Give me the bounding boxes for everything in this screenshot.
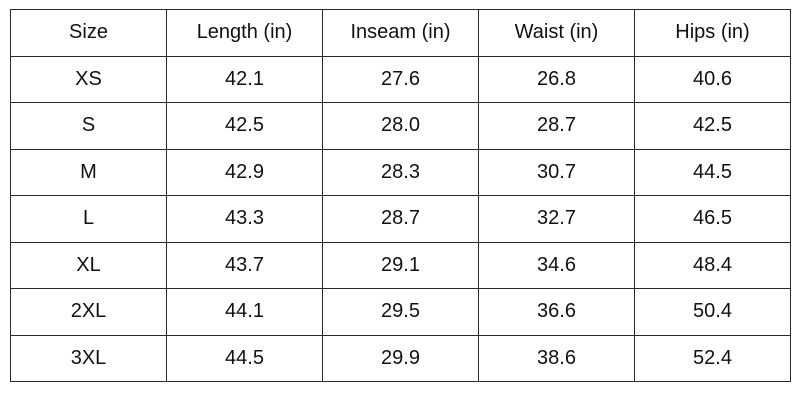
cell-hips: 42.5 [634,102,791,150]
cell-inseam: 28.7 [322,195,479,243]
table-row: 3XL 44.5 29.9 38.6 52.4 [10,334,791,382]
header-size: Size [10,9,167,57]
cell-waist: 34.6 [478,241,635,289]
cell-waist: 38.6 [478,334,635,382]
cell-waist: 26.8 [478,55,635,103]
cell-hips: 44.5 [634,148,791,196]
cell-inseam: 29.5 [322,288,479,336]
table-row: S 42.5 28.0 28.7 42.5 [10,102,791,150]
cell-size: L [10,195,167,243]
table-row: XS 42.1 27.6 26.8 40.6 [10,55,791,103]
cell-length: 42.5 [166,102,323,150]
header-waist: Waist (in) [478,9,635,57]
cell-length: 43.3 [166,195,323,243]
cell-hips: 52.4 [634,334,791,382]
header-length: Length (in) [166,9,323,57]
cell-hips: 46.5 [634,195,791,243]
cell-length: 42.9 [166,148,323,196]
cell-waist: 30.7 [478,148,635,196]
cell-inseam: 29.1 [322,241,479,289]
header-inseam: Inseam (in) [322,9,479,57]
cell-hips: 48.4 [634,241,791,289]
cell-inseam: 28.0 [322,102,479,150]
cell-hips: 40.6 [634,55,791,103]
size-chart-container: Size Length (in) Inseam (in) Waist (in) … [10,9,791,382]
table-row: L 43.3 28.7 32.7 46.5 [10,195,791,243]
cell-inseam: 27.6 [322,55,479,103]
header-hips: Hips (in) [634,9,791,57]
cell-waist: 36.6 [478,288,635,336]
cell-inseam: 29.9 [322,334,479,382]
cell-waist: 28.7 [478,102,635,150]
cell-size: M [10,148,167,196]
cell-length: 43.7 [166,241,323,289]
cell-size: 2XL [10,288,167,336]
table-row: XL 43.7 29.1 34.6 48.4 [10,241,791,289]
cell-length: 44.1 [166,288,323,336]
cell-size: XL [10,241,167,289]
cell-length: 42.1 [166,55,323,103]
cell-inseam: 28.3 [322,148,479,196]
header-row: Size Length (in) Inseam (in) Waist (in) … [10,9,791,57]
cell-length: 44.5 [166,334,323,382]
cell-hips: 50.4 [634,288,791,336]
cell-size: S [10,102,167,150]
cell-waist: 32.7 [478,195,635,243]
table-row: M 42.9 28.3 30.7 44.5 [10,148,791,196]
cell-size: 3XL [10,334,167,382]
cell-size: XS [10,55,167,103]
table-row: 2XL 44.1 29.5 36.6 50.4 [10,288,791,336]
size-chart-table: Size Length (in) Inseam (in) Waist (in) … [10,9,791,382]
